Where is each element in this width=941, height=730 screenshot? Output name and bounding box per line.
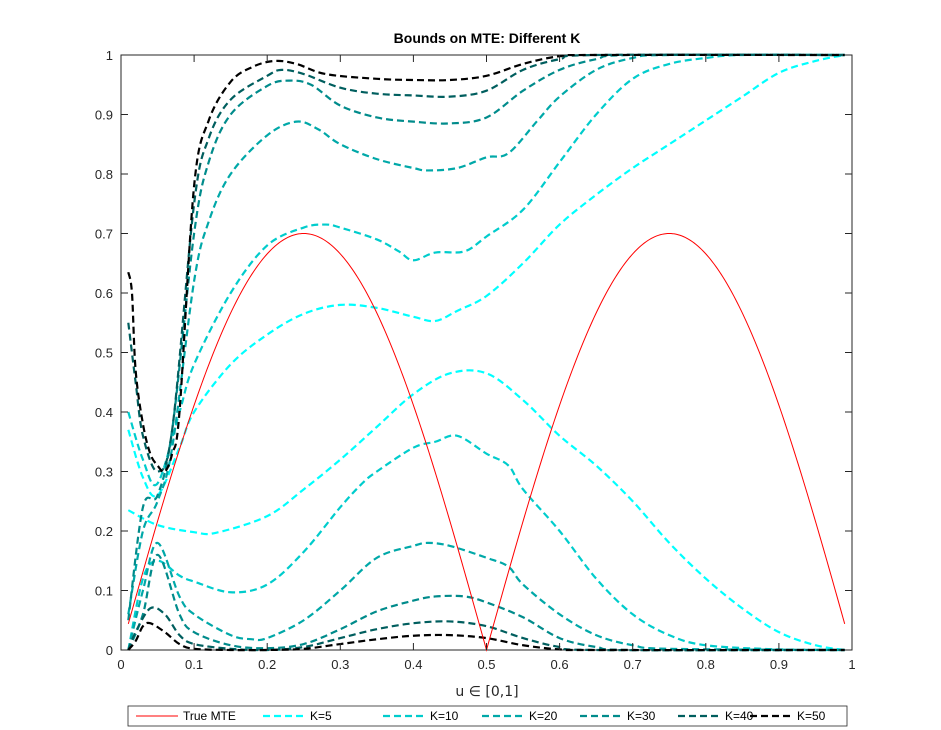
series-k20-lower-bound — [127, 541, 845, 652]
plot-area — [120, 54, 853, 651]
series-k30-lower-bound — [127, 553, 845, 652]
series-k5-lower-bound — [127, 369, 845, 652]
legend-label: True MTE — [183, 709, 236, 723]
x-tick-label: 0.1 — [185, 657, 203, 672]
legend-label: K=5 — [310, 709, 332, 723]
legend-item-k-20: K=20 — [482, 709, 558, 723]
legend-label: K=20 — [529, 709, 558, 723]
legend-label: K=50 — [797, 709, 826, 723]
x-tick-label: 1 — [848, 657, 855, 672]
series-k50-lower-bound — [127, 621, 845, 652]
y-tick-label: 1 — [106, 48, 113, 63]
legend-label: K=40 — [725, 709, 754, 723]
legend-label: K=30 — [627, 709, 656, 723]
x-tick-label: 0.2 — [258, 657, 276, 672]
x-tick-label: 0.9 — [770, 657, 788, 672]
y-tick-label: 0.9 — [95, 108, 113, 123]
series-k50-upper-bound — [127, 53, 845, 474]
series-k40-upper-bound — [127, 53, 845, 473]
x-axis-label: u ∈ [0,1] — [455, 684, 518, 700]
y-tick-label: 0.4 — [95, 405, 113, 420]
series-k5-upper-bound — [127, 53, 845, 498]
y-tick-label: 0.6 — [95, 286, 113, 301]
x-tick-label: 0.3 — [331, 657, 349, 672]
legend-label: K=10 — [430, 709, 459, 723]
y-tick-label: 0.2 — [95, 524, 113, 539]
y-tick-label: 0.8 — [95, 167, 113, 182]
y-tick-label: 0.5 — [95, 346, 113, 361]
x-tick-label: 0.7 — [624, 657, 642, 672]
legend-item-k-30: K=30 — [580, 709, 656, 723]
legend-item-k-50: K=50 — [750, 709, 826, 723]
legend-item-true-mte: True MTE — [136, 709, 236, 723]
y-tick-label: 0 — [106, 643, 113, 658]
legend-item-k-5: K=5 — [263, 709, 332, 723]
chart-title: Bounds on MTE: Different K — [394, 30, 581, 46]
x-tick-label: 0 — [117, 657, 124, 672]
y-tick-label: 0.1 — [95, 584, 113, 599]
legend-item-k-10: K=10 — [383, 709, 459, 723]
x-tick-label: 0.6 — [551, 657, 569, 672]
series-k10-upper-bound — [127, 53, 845, 487]
series-k20-upper-bound — [127, 53, 845, 615]
axis-layer: 0 0.1 0.2 0.3 0.4 0.5 0.6 0.7 0.8 0.9 1 0 0.1 0.2 0.3 0… — [95, 48, 856, 672]
y-tick-label: 0.3 — [95, 465, 113, 480]
legend: True MTE K=5 K=10 K=20 K=30 K=40 K=50 — [127, 705, 848, 727]
legend-item-k-40: K=40 — [678, 709, 754, 723]
y-tick-label: 0.7 — [95, 227, 113, 242]
x-tick-label: 0.4 — [404, 657, 422, 672]
x-tick-label: 0.8 — [697, 657, 715, 672]
x-tick-label: 0.5 — [477, 657, 495, 672]
